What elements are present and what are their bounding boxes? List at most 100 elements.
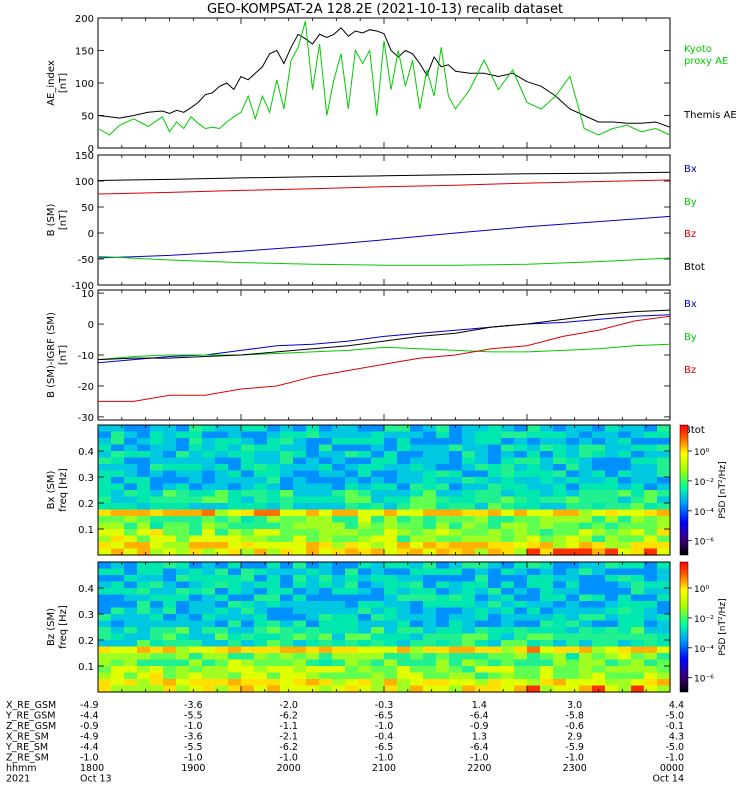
spectrogram-cell bbox=[319, 542, 333, 550]
spectrogram-cell bbox=[267, 575, 281, 583]
spectrogram-cell bbox=[501, 659, 515, 667]
spectrogram-cell bbox=[449, 575, 463, 583]
spectrogram-cell bbox=[592, 503, 606, 511]
spectrogram-cell bbox=[332, 542, 346, 550]
spectrogram-cell bbox=[644, 444, 658, 452]
spectrogram-cell bbox=[124, 581, 138, 589]
spectrogram-cell bbox=[579, 607, 593, 615]
spectrogram-cell bbox=[423, 672, 437, 680]
spectrogram-cell bbox=[540, 594, 554, 602]
spectrogram-cell bbox=[241, 679, 255, 687]
spectrogram-cell bbox=[436, 653, 450, 661]
spectrogram-cell bbox=[410, 646, 424, 654]
ephemeris-value: -5.0 bbox=[665, 742, 684, 753]
spectrogram-cell bbox=[280, 529, 294, 537]
spectrogram-cell bbox=[332, 581, 346, 589]
spectrogram-cell bbox=[566, 672, 580, 680]
spectrogram-cell bbox=[150, 568, 164, 576]
spectrogram-cell bbox=[280, 548, 294, 556]
spectrogram-cell bbox=[241, 581, 255, 589]
spectrogram-cell bbox=[592, 509, 606, 517]
spectrogram-cell bbox=[410, 470, 424, 478]
spectrogram-cell bbox=[176, 535, 190, 543]
spectrogram-cell bbox=[345, 627, 359, 635]
spectrogram-cell bbox=[540, 464, 554, 472]
spectrogram-cell bbox=[618, 483, 632, 491]
spectrogram-cell bbox=[332, 522, 346, 530]
spectrogram-cell bbox=[111, 490, 125, 498]
spectrogram-cell bbox=[98, 588, 112, 596]
spectrogram-cell bbox=[332, 620, 346, 628]
spectrogram-cell bbox=[657, 640, 671, 648]
spectrogram-cell bbox=[241, 594, 255, 602]
y-axis-label: Bz (SM) bbox=[46, 608, 57, 646]
spectrogram-cell bbox=[98, 607, 112, 615]
spectrogram-cell bbox=[462, 653, 476, 661]
spectrogram-cell bbox=[371, 672, 385, 680]
spectrogram-cell bbox=[644, 438, 658, 446]
spectrogram-cell bbox=[215, 483, 229, 491]
spectrogram-cell bbox=[384, 509, 398, 517]
spectrogram-cell bbox=[254, 659, 268, 667]
spectrogram-cell bbox=[176, 503, 190, 511]
spectrogram-cell bbox=[150, 575, 164, 583]
spectrogram-cell bbox=[462, 464, 476, 472]
spectrogram-cell bbox=[423, 477, 437, 485]
spectrogram-cell bbox=[358, 542, 372, 550]
spectrogram-cell bbox=[124, 457, 138, 465]
colorbar-tick-label: 10⁻² bbox=[694, 615, 714, 625]
spectrogram-cell bbox=[228, 496, 242, 504]
spectrogram-cell bbox=[345, 451, 359, 459]
spectrogram-cell bbox=[514, 509, 528, 517]
spectrogram-cell bbox=[267, 548, 281, 556]
ephemeris-value: 2100 bbox=[372, 763, 396, 774]
spectrogram-cell bbox=[592, 594, 606, 602]
spectrogram-cell bbox=[98, 581, 112, 589]
spectrogram-cell bbox=[358, 464, 372, 472]
spectrogram-cell bbox=[189, 588, 203, 596]
spectrogram-cell bbox=[384, 503, 398, 511]
spectrogram-cell bbox=[618, 503, 632, 511]
series-bx bbox=[97, 215, 671, 259]
spectrogram-cell bbox=[644, 659, 658, 667]
spectrogram-cell bbox=[553, 438, 567, 446]
spectrogram-cell bbox=[358, 457, 372, 465]
spectrogram-cell bbox=[397, 509, 411, 517]
spectrogram-cell bbox=[384, 685, 398, 693]
spectrogram-cell bbox=[111, 568, 125, 576]
spectrogram-cell bbox=[371, 581, 385, 589]
spectrogram-cell bbox=[150, 679, 164, 687]
spectrogram-cell bbox=[267, 614, 281, 622]
spectrogram-cell bbox=[462, 542, 476, 550]
spectrogram-cell bbox=[345, 548, 359, 556]
spectrogram-cell bbox=[189, 503, 203, 511]
spectrogram-cell bbox=[111, 542, 125, 550]
spectrogram-cell bbox=[605, 620, 619, 628]
spectrogram-cell bbox=[566, 451, 580, 459]
spectrogram-cell bbox=[410, 516, 424, 524]
spectrogram-cell bbox=[215, 535, 229, 543]
spectrogram-cell bbox=[137, 425, 151, 433]
spectrogram-cell bbox=[579, 529, 593, 537]
spectrogram-cell bbox=[553, 575, 567, 583]
spectrogram-cell bbox=[176, 470, 190, 478]
spectrogram-cell bbox=[163, 425, 177, 433]
spectrogram-cell bbox=[553, 431, 567, 439]
spectrogram-cell bbox=[644, 477, 658, 485]
spectrogram-cell bbox=[254, 653, 268, 661]
spectrogram-cell bbox=[306, 516, 320, 524]
spectrogram-cell bbox=[176, 607, 190, 615]
spectrogram-cell bbox=[592, 431, 606, 439]
spectrogram-cell bbox=[644, 575, 658, 583]
spectrogram-cell bbox=[215, 438, 229, 446]
spectrogram-cell bbox=[189, 614, 203, 622]
spectrogram-cell bbox=[371, 601, 385, 609]
spectrogram-cell bbox=[163, 588, 177, 596]
spectrogram-cell bbox=[397, 575, 411, 583]
spectrogram-cell bbox=[137, 431, 151, 439]
spectrogram-cell bbox=[280, 620, 294, 628]
spectrogram-cell bbox=[605, 425, 619, 433]
spectrogram-cell bbox=[644, 535, 658, 543]
spectrogram-cell bbox=[293, 529, 307, 537]
spectrogram-cell bbox=[280, 464, 294, 472]
